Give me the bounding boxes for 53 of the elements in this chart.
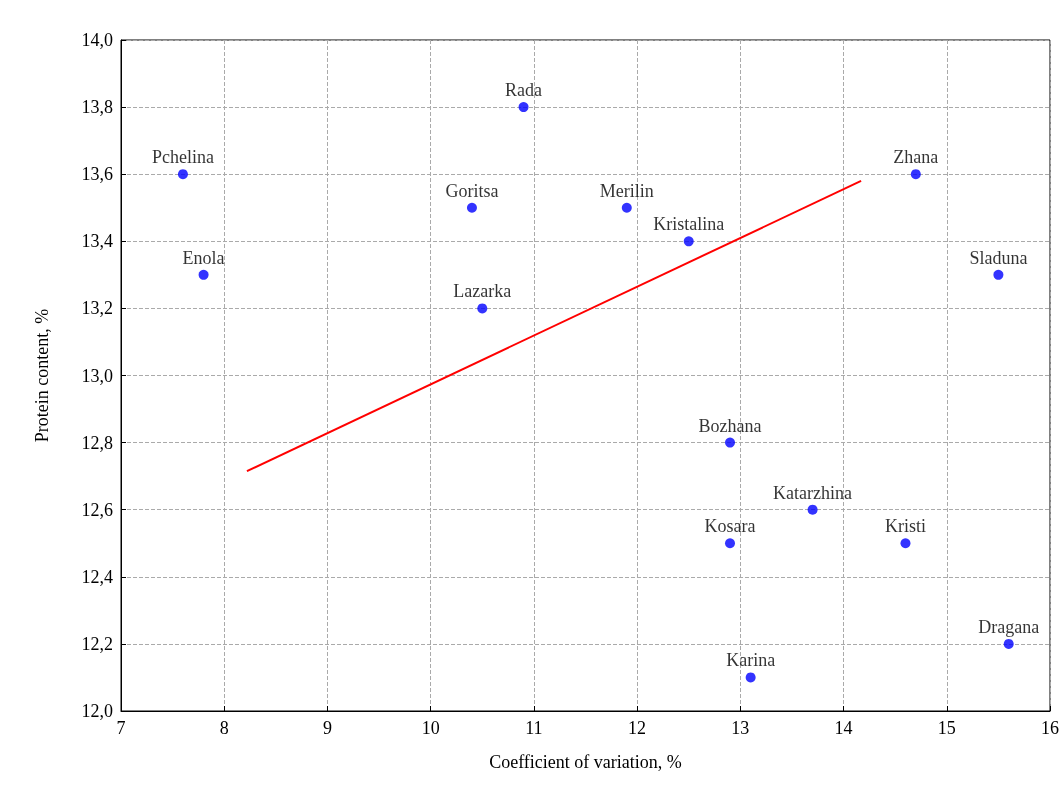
annotation: Kosara: [704, 516, 756, 537]
annotation: Dragana: [978, 616, 1040, 637]
point: [621, 202, 632, 213]
annotation: Bozhana: [698, 415, 762, 436]
y-tick-label: 12,0: [81, 701, 113, 721]
point: [518, 102, 529, 113]
annotation: Goritsa: [445, 180, 499, 201]
x-tick-label: 7: [116, 718, 126, 738]
annotation: Kristalina: [653, 214, 725, 235]
x-tick-label: 8: [219, 718, 229, 738]
annotation: Merilin: [599, 180, 654, 201]
y-tick-label: 14,0: [81, 30, 113, 50]
annotation: Pchelina: [151, 147, 214, 168]
x-tick-label: 11: [525, 718, 543, 738]
point: [900, 538, 911, 549]
annotation: Rada: [505, 80, 543, 101]
y-tick-label: 12,4: [81, 566, 113, 587]
point: [725, 437, 736, 448]
point: [745, 672, 756, 683]
x-axis-title: Coefficient of variation, %: [489, 752, 682, 772]
point: [683, 236, 694, 247]
x-tick-label: 15: [937, 718, 956, 738]
x-tick-label: 12: [628, 718, 647, 738]
y-tick-label: 13,4: [81, 231, 113, 252]
annotation: Sladuna: [969, 247, 1028, 268]
y-tick-label: 12,6: [81, 499, 113, 520]
point: [198, 269, 209, 280]
annotation: Zhana: [893, 147, 939, 168]
y-axis-title: Protein content, %: [32, 308, 52, 443]
y-tick-label: 12,8: [81, 432, 113, 453]
point: [177, 169, 188, 180]
y-tick-label: 13,0: [81, 365, 113, 386]
annotation: Katarzhina: [773, 482, 853, 503]
x-tick-label: 13: [731, 718, 750, 738]
annotation: Lazarka: [453, 281, 512, 302]
x-tick-label: 10: [421, 718, 440, 738]
point: [807, 504, 818, 515]
point: [725, 538, 736, 549]
point: [477, 303, 488, 314]
x-tick-label: 9: [322, 718, 332, 738]
annotation: Karina: [726, 650, 776, 671]
y-tick-label: 13,6: [81, 164, 113, 185]
annotation: Enola: [182, 247, 225, 268]
point: [993, 269, 1004, 280]
y-tick-label: 13,2: [81, 298, 113, 319]
x-tick-label: 14: [834, 718, 853, 738]
annotation: Kristi: [884, 516, 926, 537]
y-tick-label: 13,8: [81, 97, 113, 118]
point: [1003, 638, 1014, 649]
y-tick-label: 12,2: [81, 633, 113, 654]
x-tick-label: 16: [1041, 718, 1059, 738]
point: [466, 202, 477, 213]
point: [910, 169, 921, 180]
